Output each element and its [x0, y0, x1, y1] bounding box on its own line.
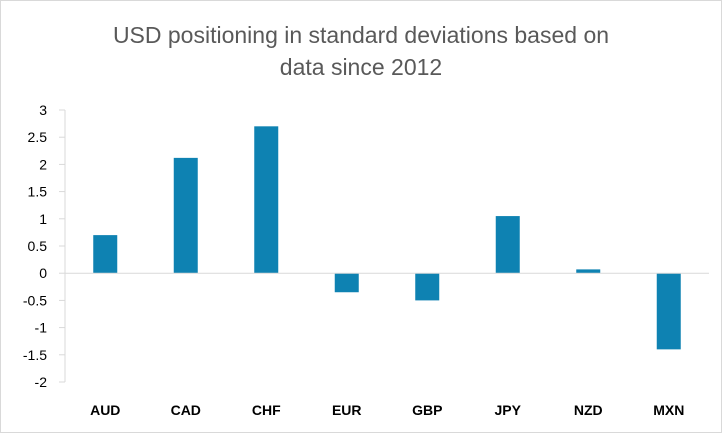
x-category-label: NZD [574, 402, 603, 418]
y-tick-label: -2 [35, 374, 48, 390]
x-category-label: JPY [495, 402, 522, 418]
bar-chf [254, 126, 279, 274]
chart-title-line-2: data since 2012 [279, 54, 443, 80]
bar-eur [334, 273, 359, 293]
x-category-label: CAD [171, 402, 201, 418]
y-tick-label: -1.5 [23, 347, 47, 363]
y-tick-label: 1 [39, 211, 47, 227]
y-tick-label: 0 [39, 265, 47, 281]
x-category-label: EUR [332, 402, 362, 418]
chart-title: USD positioning in standard deviations b… [1, 19, 721, 83]
bar-jpy [495, 216, 520, 274]
bar-cad [173, 157, 198, 274]
bar-nzd [576, 269, 601, 274]
x-category-label: CHF [252, 402, 281, 418]
y-tick-label: 0.5 [28, 238, 48, 254]
x-category-label: MXN [653, 402, 684, 418]
bar-mxn [656, 273, 681, 350]
bar-aud [93, 235, 118, 274]
x-category-label: AUD [90, 402, 120, 418]
y-tick-label: 1.5 [28, 184, 48, 200]
y-tick-label: 3 [39, 102, 47, 118]
y-tick-label: 2 [39, 156, 47, 172]
y-tick-label: 2.5 [28, 129, 48, 145]
x-category-label: GBP [412, 402, 442, 418]
y-tick-label: -0.5 [23, 292, 47, 308]
bar-gbp [415, 273, 440, 301]
chart-title-line-1: USD positioning in standard deviations b… [112, 22, 610, 48]
y-tick-label: -1 [35, 320, 48, 336]
